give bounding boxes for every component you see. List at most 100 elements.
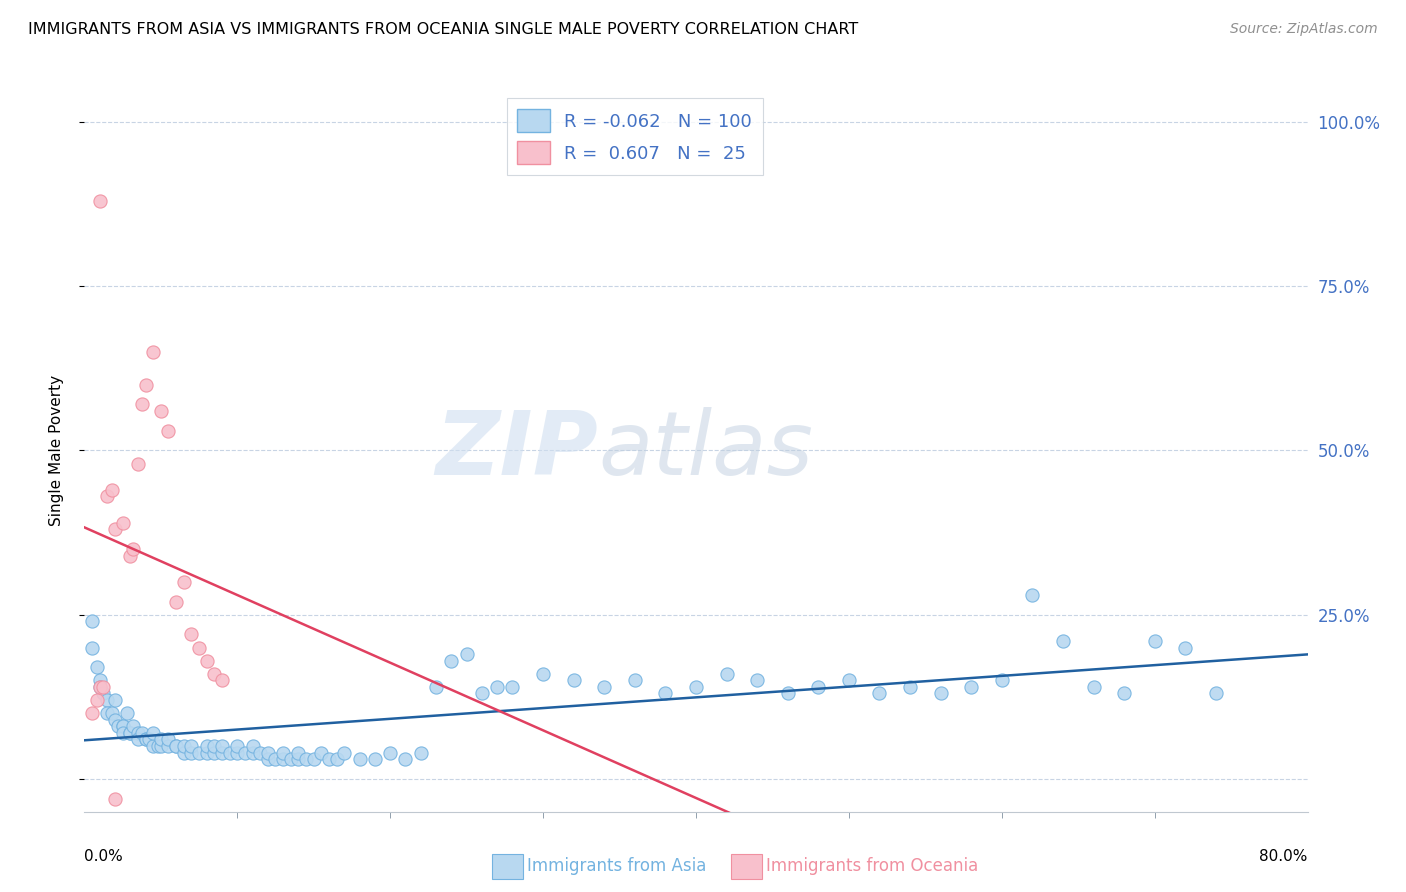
Point bbox=[96, 693, 118, 707]
Point bbox=[257, 746, 280, 760]
Point bbox=[211, 739, 233, 753]
Point bbox=[776, 686, 799, 700]
Point bbox=[104, 693, 127, 707]
Point bbox=[562, 673, 585, 688]
Point bbox=[173, 574, 195, 589]
Point bbox=[89, 680, 111, 694]
Point bbox=[409, 746, 432, 760]
Point bbox=[486, 680, 509, 694]
Point bbox=[127, 732, 149, 747]
Point bbox=[264, 752, 287, 766]
Point bbox=[86, 693, 108, 707]
Point bbox=[91, 680, 114, 694]
Point bbox=[202, 746, 225, 760]
Text: Immigrants from Oceania: Immigrants from Oceania bbox=[766, 857, 979, 875]
Text: 80.0%: 80.0% bbox=[1260, 849, 1308, 863]
Point bbox=[131, 397, 153, 411]
Point bbox=[127, 726, 149, 740]
Point bbox=[142, 739, 165, 753]
Point bbox=[349, 752, 371, 766]
Point bbox=[165, 739, 187, 753]
Point bbox=[104, 522, 127, 536]
Point bbox=[101, 706, 124, 721]
Point bbox=[101, 483, 124, 497]
Point bbox=[142, 345, 165, 359]
Point bbox=[157, 732, 180, 747]
Point bbox=[685, 680, 707, 694]
Point bbox=[869, 686, 891, 700]
Point bbox=[188, 746, 211, 760]
Point bbox=[80, 614, 103, 628]
Point bbox=[104, 713, 127, 727]
Point bbox=[173, 739, 195, 753]
Point bbox=[89, 673, 111, 688]
Point bbox=[157, 424, 180, 438]
Point bbox=[287, 752, 309, 766]
Point bbox=[115, 706, 138, 721]
Point bbox=[111, 726, 134, 740]
Point bbox=[89, 194, 111, 208]
Point bbox=[624, 673, 647, 688]
Text: ZIP: ZIP bbox=[436, 407, 598, 494]
Point bbox=[1052, 634, 1074, 648]
Point bbox=[111, 719, 134, 733]
Point bbox=[364, 752, 387, 766]
Point bbox=[165, 594, 187, 608]
Text: IMMIGRANTS FROM ASIA VS IMMIGRANTS FROM OCEANIA SINGLE MALE POVERTY CORRELATION : IMMIGRANTS FROM ASIA VS IMMIGRANTS FROM … bbox=[28, 22, 859, 37]
Point bbox=[380, 746, 402, 760]
Point bbox=[333, 746, 356, 760]
Point bbox=[180, 746, 202, 760]
Point bbox=[302, 752, 325, 766]
Point bbox=[96, 490, 118, 504]
Point bbox=[502, 680, 524, 694]
Point bbox=[173, 746, 195, 760]
Text: 0.0%: 0.0% bbox=[84, 849, 124, 863]
Point bbox=[122, 719, 145, 733]
Point bbox=[531, 666, 554, 681]
Point bbox=[111, 516, 134, 530]
Point bbox=[1021, 588, 1043, 602]
Point bbox=[149, 404, 172, 418]
Point bbox=[838, 673, 860, 688]
Point bbox=[311, 746, 333, 760]
Point bbox=[211, 673, 233, 688]
Point bbox=[138, 732, 160, 747]
Point bbox=[80, 706, 103, 721]
Point bbox=[960, 680, 983, 694]
Point bbox=[195, 746, 218, 760]
Point bbox=[394, 752, 416, 766]
Point bbox=[280, 752, 302, 766]
Point bbox=[142, 726, 165, 740]
Point bbox=[135, 732, 157, 747]
Point bbox=[295, 752, 318, 766]
Point bbox=[104, 791, 127, 805]
Point bbox=[195, 654, 218, 668]
Point bbox=[287, 746, 309, 760]
Point bbox=[929, 686, 952, 700]
Point bbox=[131, 726, 153, 740]
Legend: R = -0.062   N = 100, R =  0.607   N =  25: R = -0.062 N = 100, R = 0.607 N = 25 bbox=[506, 98, 763, 176]
Text: Immigrants from Asia: Immigrants from Asia bbox=[527, 857, 707, 875]
Point bbox=[747, 673, 769, 688]
Point bbox=[807, 680, 830, 694]
Point bbox=[111, 719, 134, 733]
Text: atlas: atlas bbox=[598, 408, 813, 493]
Point bbox=[120, 726, 142, 740]
Y-axis label: Single Male Poverty: Single Male Poverty bbox=[49, 375, 63, 526]
Point bbox=[1083, 680, 1105, 694]
Point bbox=[135, 377, 157, 392]
Point bbox=[257, 752, 280, 766]
Point bbox=[86, 660, 108, 674]
Point bbox=[122, 541, 145, 556]
Point bbox=[226, 746, 249, 760]
Text: Source: ZipAtlas.com: Source: ZipAtlas.com bbox=[1230, 22, 1378, 37]
Point bbox=[425, 680, 447, 694]
Point bbox=[80, 640, 103, 655]
Point bbox=[120, 726, 142, 740]
Point bbox=[242, 739, 264, 753]
Point bbox=[180, 739, 202, 753]
Point bbox=[120, 549, 142, 563]
Point bbox=[89, 680, 111, 694]
Point bbox=[325, 752, 347, 766]
Point bbox=[271, 752, 294, 766]
